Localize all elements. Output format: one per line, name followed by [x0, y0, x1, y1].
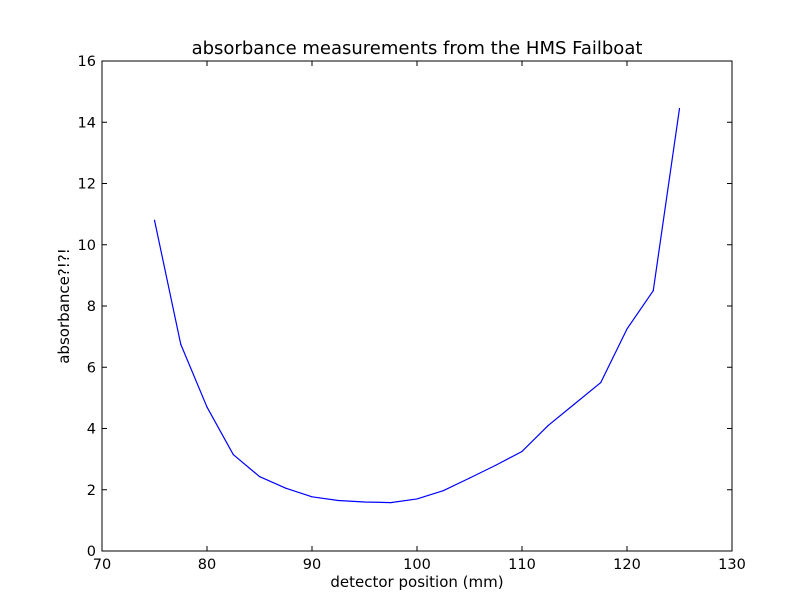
data-point: [521, 450, 523, 453]
x-tick-label: 100: [403, 557, 431, 573]
data-point: [678, 107, 681, 110]
y-tick-label: 2: [87, 483, 96, 499]
data-point: [311, 496, 313, 498]
x-tick-label: 110: [508, 557, 536, 573]
series-layer: [153, 107, 681, 504]
data-point: [285, 487, 287, 489]
data-point: [600, 381, 602, 384]
y-tick-label: 0: [87, 544, 96, 560]
chart-title: absorbance measurements from the HMS Fai…: [192, 38, 643, 59]
data-point: [258, 475, 261, 478]
y-tick-label: 6: [87, 360, 96, 376]
data-point: [206, 406, 208, 408]
x-tick-label: 120: [613, 557, 641, 573]
data-point: [626, 328, 628, 330]
y-tick-label: 4: [87, 422, 96, 438]
x-tick-label: 90: [303, 557, 321, 573]
x-axis-title: detector position (mm): [330, 573, 503, 591]
data-point: [232, 453, 234, 456]
y-tick-label: 10: [78, 238, 96, 254]
data-point: [547, 424, 549, 427]
y-axis-title: absorbance?!?!: [55, 248, 73, 364]
x-tick-label: 130: [718, 557, 746, 573]
plot-frame: [101, 60, 733, 552]
data-point: [573, 403, 576, 405]
plot-area: [102, 61, 732, 551]
x-tick-label: 80: [198, 557, 216, 573]
data-point: [468, 477, 471, 479]
y-tick-label: 12: [78, 177, 96, 193]
data-point: [363, 501, 366, 503]
data-point: [442, 490, 444, 492]
x-tick-label: 70: [93, 557, 111, 573]
y-tick-label: 16: [78, 54, 96, 70]
data-point: [180, 343, 182, 345]
data-point: [416, 498, 418, 500]
data-point: [390, 502, 392, 504]
y-tick-label: 14: [78, 115, 96, 131]
ticks-layer: 70 80 90 100 110 120 130 0 2 4 6 8 10 12 14 16: [78, 54, 746, 573]
data-point: [337, 499, 339, 502]
y-tick-label: 8: [87, 299, 96, 315]
data-point: [153, 219, 156, 221]
data-point: [652, 290, 654, 292]
data-point: [495, 464, 497, 466]
